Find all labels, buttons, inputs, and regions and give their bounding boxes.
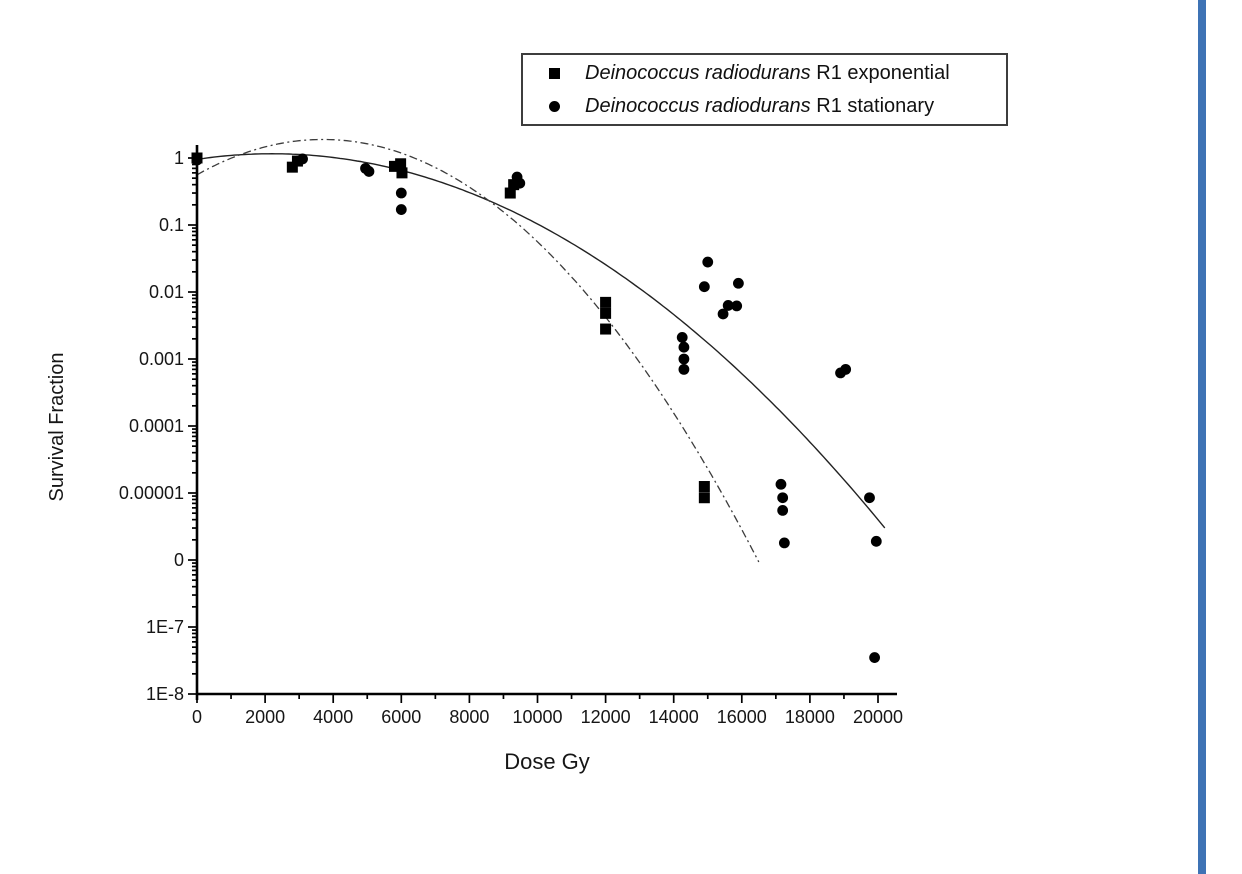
- data-point-circle: [778, 537, 790, 549]
- y-tick-label: 0.01: [149, 282, 184, 302]
- data-point-square: [291, 155, 303, 167]
- x-tick-label: 14000: [649, 707, 699, 727]
- data-point-circle: [870, 535, 882, 547]
- legend-circle-marker-icon: [523, 100, 585, 112]
- y-tick-label: 1: [174, 148, 184, 168]
- data-point-circle: [702, 256, 714, 268]
- fit-curve-dash-dot: [196, 138, 760, 563]
- data-point-circle: [775, 478, 787, 490]
- legend-label-exponential: Deinococcus radiodurans R1 exponential: [585, 61, 950, 84]
- x-tick-label: 4000: [313, 707, 353, 727]
- x-tick-label: 18000: [785, 707, 835, 727]
- legend-label-stationary: Deinococcus radiodurans R1 stationary: [585, 94, 935, 117]
- data-point-circle: [869, 652, 880, 663]
- fit-curve-solid: [196, 152, 886, 529]
- chart-legend: Deinococcus radiodurans R1 exponential D…: [521, 53, 1008, 126]
- legend-item-stationary: Deinococcus radiodurans R1 stationary: [523, 92, 1006, 120]
- y-tick-label: 1E-8: [146, 684, 184, 704]
- x-tick-labels: 0 2000 4000 6000 8000 10000 12000 14000 16000 180…: [192, 707, 903, 727]
- data-point-square: [508, 179, 520, 191]
- y-tick-label: 1E-7: [146, 617, 184, 637]
- data-point-square: [504, 187, 516, 199]
- x-tick-label: 10000: [512, 707, 562, 727]
- y-tick-label: 0.001: [139, 349, 184, 369]
- data-points: [191, 152, 882, 663]
- x-tick-label: 16000: [717, 707, 767, 727]
- y-tick-label: 0.1: [159, 215, 184, 235]
- data-point-circle: [864, 492, 875, 504]
- data-point-circle: [678, 341, 690, 353]
- data-point-circle: [363, 166, 375, 177]
- data-point-circle: [717, 308, 729, 320]
- data-point-circle: [395, 187, 407, 199]
- fit-curves: [196, 138, 886, 563]
- data-point-square: [396, 167, 408, 179]
- data-point-square: [600, 307, 612, 319]
- x-tick-label: 6000: [381, 707, 421, 727]
- data-point-circle: [722, 300, 734, 311]
- y-axis-title: Survival Fraction: [46, 353, 68, 502]
- y-tick-label: 0.0001: [129, 416, 184, 436]
- data-point-circle: [678, 363, 690, 375]
- data-point-circle: [777, 492, 789, 504]
- x-tick-label: 20000: [853, 707, 903, 727]
- page-accent-bar: [1198, 0, 1206, 874]
- x-tick-label: 12000: [581, 707, 631, 727]
- data-point-square: [388, 160, 400, 172]
- data-point-circle: [840, 363, 852, 375]
- axes: [188, 145, 897, 703]
- data-point-circle: [676, 332, 688, 343]
- data-point-circle: [777, 504, 789, 516]
- data-point-circle: [731, 300, 743, 312]
- data-point-square: [395, 158, 407, 170]
- legend-square-marker-icon: [523, 67, 585, 79]
- legend-item-exponential: Deinococcus radiodurans R1 exponential: [523, 59, 1006, 87]
- x-tick-label: 8000: [449, 707, 489, 727]
- data-point-circle: [395, 204, 407, 215]
- data-point-square: [698, 492, 710, 504]
- x-axis-title: Dose Gy: [504, 749, 590, 774]
- y-tick-label: 0: [174, 550, 184, 570]
- data-point-circle: [297, 153, 308, 165]
- data-point-square: [600, 323, 612, 335]
- data-point-circle: [678, 353, 690, 365]
- y-tick-label: 0.00001: [119, 483, 184, 503]
- data-point-square: [286, 161, 298, 173]
- data-point-circle: [732, 277, 744, 289]
- data-point-circle: [514, 177, 526, 189]
- x-tick-label: 2000: [245, 707, 285, 727]
- data-point-circle: [698, 281, 710, 293]
- data-point-square: [698, 481, 710, 493]
- data-point-square: [600, 296, 612, 308]
- x-tick-label: 0: [192, 707, 202, 727]
- y-tick-labels: 1 0.1 0.01 0.001 0.0001 0.00001 0 1E-7 1E-8: [119, 148, 184, 704]
